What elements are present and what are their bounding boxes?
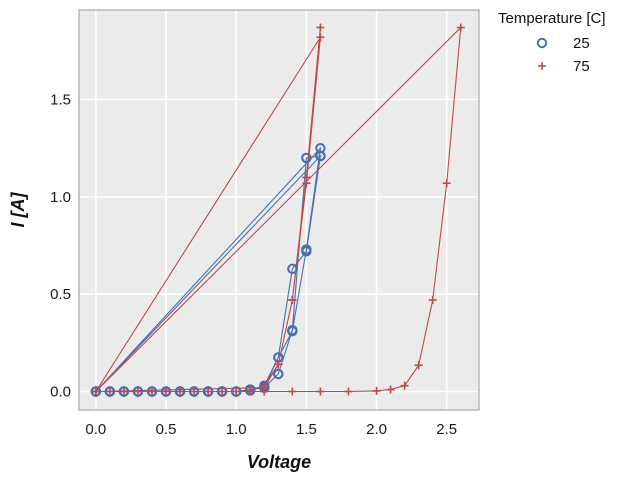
x-tick-labels: 0.0 0.5 1.0 1.5 2.0 2.5 <box>85 421 457 438</box>
plot-background <box>79 10 479 410</box>
data-point-75 <box>91 387 100 396</box>
grid-lines <box>79 10 479 410</box>
data-point-25 <box>287 324 298 336</box>
data-point-75 <box>316 23 325 32</box>
data-point-25 <box>287 263 298 275</box>
data-point-75 <box>442 179 451 188</box>
legend-label-75: 75 <box>573 58 590 75</box>
data-point-75 <box>274 360 283 369</box>
data-point-75 <box>344 387 353 396</box>
legend-label-25: 25 <box>573 35 590 52</box>
data-point-75 <box>162 387 171 396</box>
data-point-75 <box>400 381 409 390</box>
data-point-25 <box>188 386 200 397</box>
data-point-75 <box>316 387 325 396</box>
data-point-25 <box>315 150 326 162</box>
x-tick-label: 2.5 <box>436 421 457 438</box>
y-tick-labels: 0.0 0.5 1.0 1.5 <box>50 92 71 401</box>
data-point-75 <box>218 387 227 396</box>
data-point-75 <box>176 387 185 396</box>
data-point-25 <box>174 386 186 397</box>
y-tick-label: 0.5 <box>50 286 71 303</box>
legend-title: Temperature [C] <box>498 10 606 27</box>
x-tick-label: 1.0 <box>226 421 247 438</box>
data-point-75 <box>456 23 465 32</box>
data-point-75 <box>232 387 241 396</box>
data-point-75 <box>119 387 128 396</box>
y-tick-label: 1.5 <box>50 92 71 109</box>
x-tick-label: 2.0 <box>366 421 387 438</box>
data-point-75 <box>302 173 311 182</box>
data-point-25 <box>230 386 242 397</box>
y-axis-title: I [A] <box>8 192 28 228</box>
series-markers <box>90 23 465 397</box>
data-point-75 <box>288 387 297 396</box>
legend-marker-75 <box>538 62 546 70</box>
data-point-25 <box>90 386 102 397</box>
data-point-25 <box>301 244 312 255</box>
data-point-25 <box>216 386 228 397</box>
x-axis-title: Voltage <box>247 452 311 472</box>
y-tick-label: 0.0 <box>50 384 71 401</box>
data-point-75 <box>414 361 423 370</box>
data-point-75 <box>428 296 437 305</box>
data-point-25 <box>301 152 312 164</box>
data-point-25 <box>118 386 130 397</box>
data-point-25 <box>146 386 158 397</box>
data-point-75 <box>204 387 213 396</box>
data-point-75 <box>246 386 255 395</box>
plot-frame <box>78 9 480 411</box>
data-point-75 <box>147 387 156 396</box>
data-point-25 <box>202 386 214 397</box>
legend-marker-25 <box>536 37 548 49</box>
data-point-75 <box>316 33 325 42</box>
data-point-25 <box>160 386 172 397</box>
data-point-75 <box>260 383 269 392</box>
data-point-75 <box>133 387 142 396</box>
data-point-75 <box>105 387 114 396</box>
data-point-75 <box>386 385 395 394</box>
data-point-25 <box>132 386 144 397</box>
data-point-75 <box>288 296 297 305</box>
data-point-75 <box>190 387 199 396</box>
y-tick-label: 1.0 <box>50 189 71 206</box>
x-tick-label: 0.5 <box>156 421 177 438</box>
data-point-75 <box>372 386 381 395</box>
data-point-25 <box>273 368 284 380</box>
data-point-25 <box>104 386 116 397</box>
x-tick-label: 1.5 <box>296 421 317 438</box>
x-tick-label: 0.0 <box>85 421 106 438</box>
